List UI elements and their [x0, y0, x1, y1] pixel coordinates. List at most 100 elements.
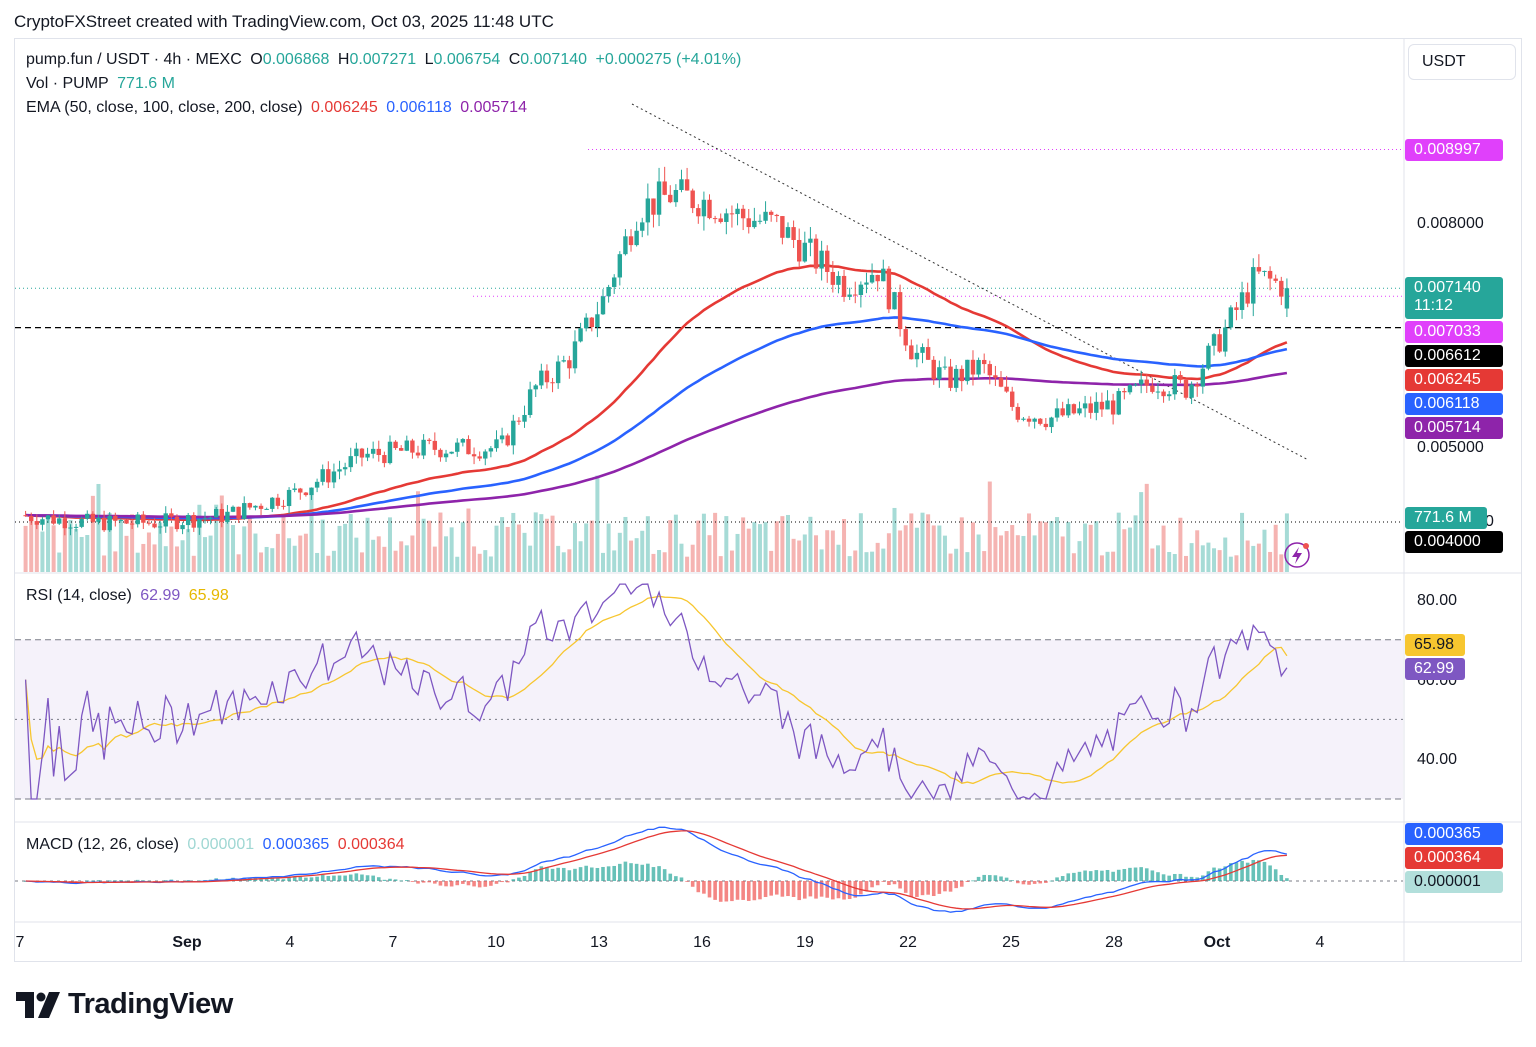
- candle-body: [662, 181, 667, 195]
- candle-body: [191, 515, 196, 528]
- volume-bar: [197, 504, 202, 572]
- volume-bar: [1038, 521, 1043, 572]
- candle-body: [931, 359, 936, 380]
- volume-bar: [23, 525, 28, 572]
- volume-bar: [1049, 521, 1054, 572]
- candle-body: [791, 227, 796, 240]
- volume-bar: [1240, 512, 1245, 572]
- currency-button[interactable]: USDT: [1408, 44, 1516, 80]
- volume-bar: [1088, 524, 1093, 572]
- candle-body: [612, 277, 617, 287]
- macd-histogram-bar: [1217, 868, 1222, 881]
- macd-histogram-bar: [489, 881, 493, 886]
- candle-body: [1279, 280, 1284, 297]
- candle-body: [1217, 334, 1222, 352]
- macd-histogram-bar: [1223, 866, 1228, 881]
- candle-body: [1038, 418, 1043, 424]
- macd-histogram-bar: [556, 867, 560, 881]
- macd-histogram-bar: [926, 881, 930, 895]
- volume-bar: [505, 526, 510, 572]
- candle-body: [270, 497, 275, 509]
- candle-body: [527, 389, 533, 415]
- macd-histogram-bar: [416, 881, 420, 884]
- symbol-title: pump.fun / USDT · 4h · MEXC: [26, 51, 242, 68]
- macd-histogram-bar: [393, 879, 398, 881]
- macd-histogram-bar: [141, 880, 146, 882]
- macd-histogram-bar: [668, 873, 673, 881]
- candle-body: [965, 359, 970, 382]
- volume-bar: [1116, 512, 1121, 572]
- candle-body: [1066, 404, 1071, 416]
- candle-body: [85, 513, 90, 519]
- candle-body: [477, 456, 482, 459]
- tradingview-logo[interactable]: TradingView: [16, 988, 233, 1021]
- candle-body: [57, 518, 62, 524]
- volume-bar: [303, 533, 308, 572]
- volume-bar: [107, 513, 112, 572]
- volume-bar: [1178, 517, 1183, 572]
- volume-bar: [797, 540, 802, 572]
- candle-body: [264, 508, 269, 510]
- volume-bar: [993, 527, 998, 572]
- volume-bar: [1144, 483, 1149, 572]
- volume-bar: [427, 520, 432, 572]
- rsi-pane: [15, 583, 1403, 802]
- candle-body: [29, 515, 34, 522]
- candle-body: [763, 211, 768, 221]
- volume-bar: [987, 481, 992, 572]
- volume-bar: [410, 535, 415, 572]
- volume-bar: [343, 523, 348, 572]
- macd-histogram-bar: [561, 867, 566, 881]
- macd-histogram-bar: [1234, 862, 1239, 881]
- macd-histogram-bar: [595, 867, 600, 881]
- macd-histogram-bar: [690, 881, 695, 887]
- candle-body: [511, 420, 516, 446]
- macd-histogram-bar: [634, 863, 639, 881]
- candle-body: [79, 518, 84, 527]
- candle-body: [1099, 401, 1105, 410]
- macd-histogram-bar: [629, 863, 633, 881]
- volume-bar: [214, 504, 219, 572]
- volume-bar: [1161, 525, 1166, 572]
- volume-bar: [135, 552, 140, 572]
- volume-bar: [85, 535, 90, 572]
- time-tick: 4: [285, 934, 295, 951]
- volume-bar: [399, 541, 404, 572]
- volume-bar: [141, 543, 146, 572]
- tag-volume: 771.6 M: [1405, 507, 1487, 529]
- candle-body: [578, 328, 583, 342]
- volume-bar: [1105, 551, 1110, 572]
- macd-histogram-bar: [354, 873, 359, 881]
- macd-histogram-bar: [1189, 876, 1194, 881]
- candle-body: [785, 227, 791, 238]
- rsi-ma-value: 65.98: [188, 587, 229, 604]
- candle-body: [583, 317, 589, 329]
- macd-histogram-bar: [730, 881, 734, 902]
- macd-histogram-bar: [186, 880, 190, 881]
- candle-body: [1010, 391, 1015, 407]
- candle-body: [953, 368, 959, 388]
- volume-bar: [1284, 513, 1289, 572]
- candle-body: [314, 481, 320, 488]
- volume-bar: [533, 512, 538, 572]
- volume-bar: [853, 550, 858, 572]
- candle-body: [572, 341, 578, 369]
- candle-body: [690, 190, 695, 209]
- volume-bar: [589, 520, 594, 572]
- macd-signal-value: 0.000364: [337, 836, 405, 853]
- rsi-ma-line: [24, 595, 1288, 785]
- candle-body: [1116, 391, 1121, 415]
- candle-body: [555, 361, 561, 384]
- ema200-line: [25, 371, 1288, 519]
- candle-body: [1284, 288, 1290, 309]
- volume-bar: [270, 548, 275, 572]
- volume-bar: [1195, 530, 1200, 572]
- volume-bar: [236, 554, 241, 572]
- volume-bar: [662, 552, 667, 572]
- candle-body: [1206, 345, 1211, 369]
- candle-body: [499, 435, 505, 440]
- macd-histogram-bar: [662, 869, 667, 881]
- price-tick-8000: 0.008000: [1417, 215, 1484, 232]
- volume-bar: [331, 550, 336, 572]
